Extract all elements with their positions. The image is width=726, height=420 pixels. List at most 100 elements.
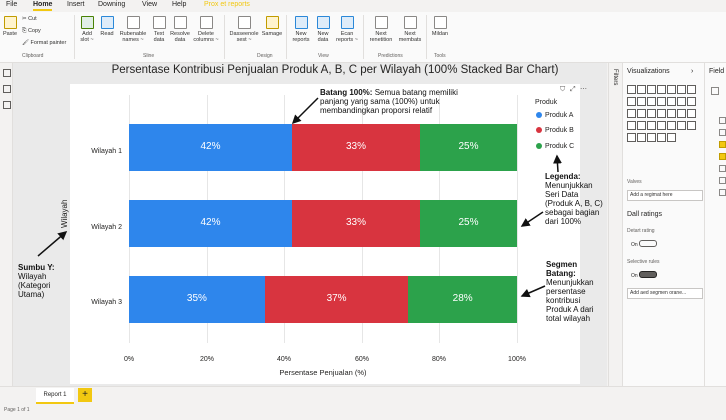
field-checkbox-checked[interactable] <box>719 153 726 160</box>
field-checkbox-checked[interactable] <box>719 141 726 148</box>
tab-help[interactable]: Help <box>172 1 187 8</box>
copy-button[interactable]: ⎘ Copy <box>22 28 41 34</box>
multi-card-chart-icon[interactable] <box>687 109 696 118</box>
focus-mode-icon[interactable]: ⤢ <box>570 86 576 93</box>
bar-segment[interactable]: 42% <box>129 200 292 247</box>
matrix-chart-icon[interactable] <box>657 121 666 130</box>
tab-view[interactable]: View <box>142 1 158 8</box>
field-checkbox[interactable] <box>719 117 726 124</box>
next-membats-button[interactable]: Next membats <box>396 16 424 43</box>
paste-button[interactable]: Paste <box>2 16 18 37</box>
values-well[interactable]: Add a regimat here <box>627 190 703 201</box>
tab-insert[interactable]: Insert <box>67 1 85 8</box>
field-checkbox[interactable] <box>719 189 726 196</box>
bar-segment[interactable]: 35% <box>129 276 265 323</box>
narrative-chart-icon[interactable] <box>647 133 656 142</box>
tab-format[interactable]: Prox et reports <box>204 1 250 8</box>
text-data-button[interactable]: Text data <box>151 16 167 43</box>
key-influencers-chart-icon[interactable] <box>687 121 696 130</box>
chevron-right-icon[interactable]: › <box>691 68 694 75</box>
line-chart-icon[interactable] <box>687 85 696 94</box>
stacked-area-chart-icon[interactable] <box>637 97 646 106</box>
format-painter-button[interactable]: 🖌 Format painter <box>22 40 67 46</box>
python-visual-chart-icon[interactable] <box>677 121 686 130</box>
data-icon <box>316 16 330 29</box>
more-chart-icon[interactable] <box>667 133 676 142</box>
field-checkbox[interactable] <box>719 165 726 172</box>
gauge-chart-icon[interactable] <box>667 109 676 118</box>
funnel-chart-icon[interactable] <box>657 109 666 118</box>
separator <box>74 15 75 59</box>
table-view-icon[interactable] <box>3 85 11 93</box>
waterfall-chart-icon[interactable] <box>657 97 666 106</box>
report-view-icon[interactable] <box>3 69 11 77</box>
100-column-chart-icon[interactable] <box>677 85 686 94</box>
100-bar-chart-icon[interactable] <box>667 85 676 94</box>
more-options-icon[interactable]: ⋯ <box>580 86 587 93</box>
page-tab-report-1[interactable]: Report 1 <box>36 388 74 404</box>
field-checkbox[interactable] <box>719 177 726 184</box>
ecan-reports-button[interactable]: Ecan reports ~ <box>334 16 360 43</box>
legend-item-produk-c[interactable]: Produk C <box>536 143 574 150</box>
legend-title: Produk <box>535 99 558 106</box>
clustered-bar-chart-icon[interactable] <box>647 85 656 94</box>
add-segment-well[interactable]: Add aed segmen orane... <box>627 288 703 299</box>
tab-file[interactable]: File <box>6 1 18 8</box>
area-chart-icon[interactable] <box>627 97 636 106</box>
paginated-chart-icon[interactable] <box>657 133 666 142</box>
new-data-button[interactable]: New data <box>314 16 332 43</box>
r-visual-chart-icon[interactable] <box>667 121 676 130</box>
search-icon[interactable] <box>711 87 719 95</box>
bar-segment[interactable]: 42% <box>129 124 292 171</box>
arrow <box>291 97 319 125</box>
view-group-label: View <box>318 53 329 59</box>
donut-chart-icon[interactable] <box>687 97 696 106</box>
bar-segment[interactable]: 33% <box>291 200 420 247</box>
legend-item-produk-a[interactable]: Produk A <box>536 112 573 119</box>
ribbon-chart-icon[interactable] <box>647 97 656 106</box>
selective-rules-toggle[interactable]: On <box>631 271 658 279</box>
pie-chart-icon[interactable] <box>677 97 686 106</box>
stacked-column-chart-icon[interactable] <box>637 85 646 94</box>
bar-segment[interactable]: 25% <box>420 200 517 247</box>
rubenable-button[interactable]: Rubenable names ~ <box>117 16 149 43</box>
filled-map-chart-icon[interactable] <box>647 109 656 118</box>
map-chart-icon[interactable] <box>637 109 646 118</box>
tab-home[interactable]: Home <box>33 1 53 11</box>
samage-button[interactable]: Samage <box>261 16 283 37</box>
detail-rating-toggle[interactable]: On <box>631 240 658 248</box>
stacked-bar-chart-icon[interactable] <box>627 85 636 94</box>
add-page-button[interactable]: + <box>78 388 92 402</box>
add-slot-button[interactable]: Add slot ~ <box>78 16 96 43</box>
legend-item-produk-b[interactable]: Produk B <box>536 127 574 134</box>
slicer-chart-icon[interactable] <box>637 121 646 130</box>
bar-segment[interactable]: 28% <box>408 276 517 323</box>
filters-pane[interactable]: Filters <box>608 63 623 386</box>
bar-segment[interactable]: 37% <box>264 276 409 323</box>
tab-modeling[interactable]: Downing <box>98 1 126 8</box>
scatter-chart-icon[interactable] <box>667 97 676 106</box>
kpi-chart-icon[interactable] <box>627 121 636 130</box>
mildan-button[interactable]: Mildan <box>429 16 451 37</box>
data-label: 33% <box>345 217 366 228</box>
qa-chart-icon[interactable] <box>637 133 646 142</box>
model-view-icon[interactable] <box>3 101 11 109</box>
next-renetition-button[interactable]: Next renetition <box>366 16 396 43</box>
bar-segment[interactable]: 33% <box>291 124 420 171</box>
filter-icon[interactable]: ⛉ <box>560 86 566 93</box>
sline-group-label: Sline <box>143 53 155 59</box>
new-reports-button[interactable]: New reports <box>290 16 312 43</box>
treemap-chart-icon[interactable] <box>627 109 636 118</box>
read-button[interactable]: Read <box>99 16 115 37</box>
table-chart-icon[interactable] <box>647 121 656 130</box>
dasseenole-button[interactable]: Dasseenole sest ~ <box>228 16 260 43</box>
decomp-tree-chart-icon[interactable] <box>627 133 636 142</box>
card-chart-icon[interactable] <box>677 109 686 118</box>
cut-button[interactable]: ✂ Cut <box>22 16 37 22</box>
field-checkbox[interactable] <box>719 129 726 136</box>
bar-segment[interactable]: 25% <box>420 124 517 171</box>
clustered-column-chart-icon[interactable] <box>657 85 666 94</box>
resolve-data-button[interactable]: Resolve data <box>169 16 191 43</box>
delete-columns-button[interactable]: Delete columns ~ <box>193 16 219 43</box>
